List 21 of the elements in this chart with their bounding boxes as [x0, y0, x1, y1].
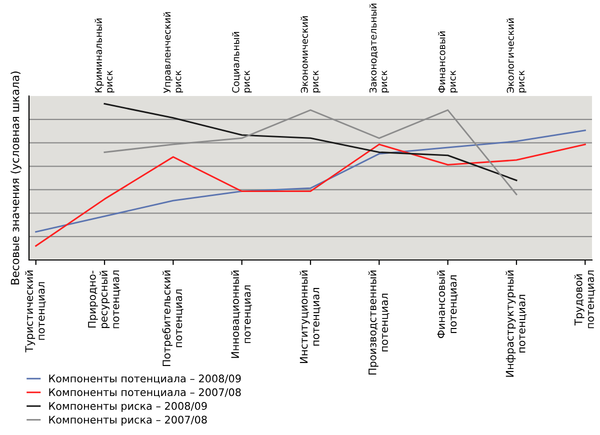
text: Криминальный риск: [94, 18, 114, 92]
x-tick-label: Инфраструктурный потенциал: [506, 270, 527, 377]
x-tick-label: Институционный потенциал: [300, 270, 321, 363]
text: Законодательный риск: [369, 4, 390, 93]
x-tick-label: Инновационный потенциал: [231, 270, 252, 358]
text: Социальный риск: [232, 32, 252, 93]
text: Экономический риск: [300, 16, 320, 93]
x-tick-label: Туристический потенциал: [25, 270, 46, 352]
legend-label: Компоненты потенциала – 2007/08: [49, 388, 241, 398]
legend-label: Компоненты потенциала – 2008/09: [49, 374, 241, 384]
x-tick-label: Финансовый потенциал: [436, 270, 458, 338]
y-axis-title: Весовые значения (условная шкала): [10, 72, 22, 284]
legend-label: Компоненты риска – 2007/08: [49, 416, 207, 426]
text: Управленческий риск: [163, 12, 184, 94]
x-tick-label: Производственный потенциал: [368, 270, 390, 374]
legend-label: Компоненты риска – 2008/09: [49, 402, 207, 412]
x-tick-label: Потребительский потенциал: [162, 270, 184, 366]
x-tick-label: Природно- ресурсный потенциал: [88, 270, 120, 328]
text: Экологический риск: [506, 18, 526, 93]
x-tick-label: Трудовой потенциал: [574, 270, 596, 328]
text: Финансовый риск: [438, 32, 458, 93]
